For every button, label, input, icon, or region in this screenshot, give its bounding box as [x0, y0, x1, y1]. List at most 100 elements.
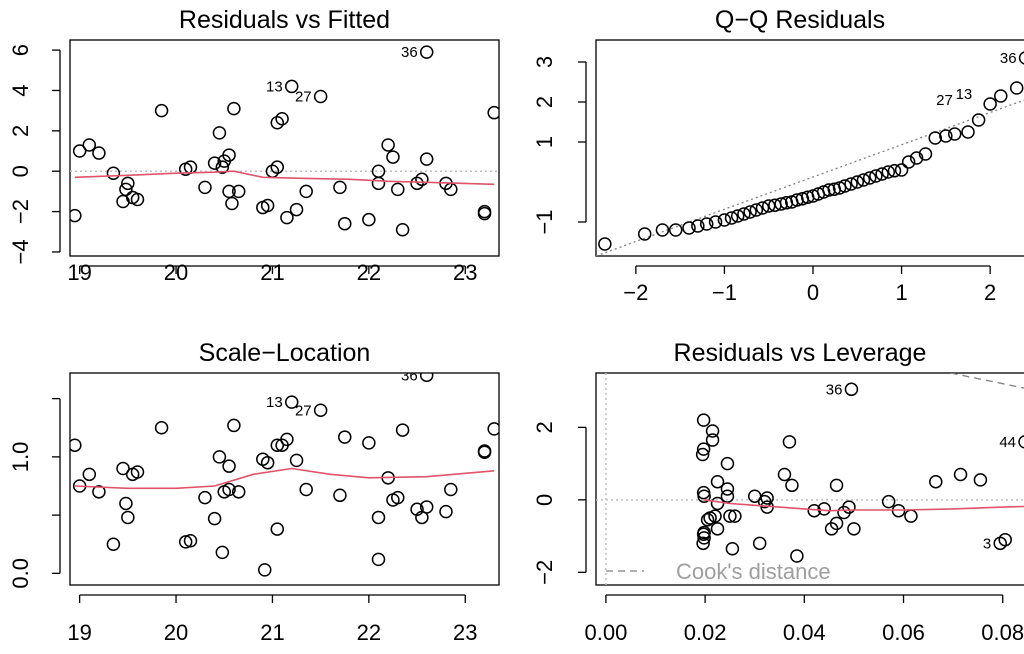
data-point: [724, 211, 739, 225]
data-point: [116, 461, 130, 476]
data-point: [280, 432, 294, 447]
data-point: [994, 89, 1008, 103]
data-point: [668, 223, 683, 237]
point-label: 36: [401, 367, 418, 384]
data-point: [260, 198, 275, 213]
data-point: [313, 89, 328, 104]
data-point: [198, 490, 212, 505]
y-tick-label: 2: [8, 125, 33, 137]
y-tick-label: 1: [532, 136, 557, 148]
data-point: [847, 522, 861, 536]
data-point: [695, 447, 710, 462]
data-point: [270, 522, 285, 536]
data-point: [381, 138, 395, 152]
data-point: [838, 179, 852, 193]
data-point: [487, 422, 499, 436]
data-point: [119, 182, 133, 197]
data-point: [705, 433, 720, 447]
data-point: [477, 206, 492, 221]
data-point: [929, 474, 943, 489]
plot-area: 36 44 3: [596, 373, 1024, 585]
data-point: [777, 467, 792, 482]
data-point: [333, 488, 347, 503]
data-point: [371, 552, 386, 567]
data-point: [207, 511, 222, 526]
data-point: [785, 478, 799, 493]
data-point: [782, 435, 797, 449]
data-point: [371, 176, 386, 191]
data-point: [887, 164, 902, 178]
panel-title: Residuals vs Fitted: [179, 6, 390, 34]
data-point: [998, 532, 1012, 547]
data-point: [362, 212, 376, 227]
data-point: [289, 453, 304, 468]
data-point: [1018, 435, 1024, 449]
data-point: [391, 490, 405, 505]
data-point: [231, 485, 246, 499]
data-point: [723, 509, 737, 523]
x-tick-label: 22: [357, 620, 381, 645]
data-point: [700, 513, 715, 527]
data-point: [299, 184, 313, 199]
data-point: [419, 500, 434, 514]
x-tick-label: 22: [357, 260, 381, 285]
data-point: [844, 177, 858, 191]
data-point: [774, 197, 788, 211]
data-point: [154, 420, 169, 435]
data-point: [655, 223, 670, 237]
data-point: [817, 502, 831, 516]
data-point: [178, 535, 193, 549]
x-tick-label: 0.06: [882, 620, 925, 645]
data-point: [696, 413, 711, 427]
point-label: 27: [936, 92, 953, 109]
data-point: [875, 167, 889, 181]
y-tick-label: 0: [8, 165, 33, 177]
data-point: [92, 485, 106, 499]
data-point: [696, 442, 711, 456]
data-point: [227, 418, 241, 433]
x-tick-label: 2: [984, 280, 996, 305]
data-point: [1018, 51, 1024, 65]
data-point: [850, 175, 865, 189]
data-point: [227, 101, 241, 116]
data-point: [829, 516, 844, 531]
data-point: [829, 478, 844, 493]
data-point: [973, 473, 988, 487]
legend-label: Cook's distance: [676, 559, 831, 584]
y-tick-label: 1.0: [8, 442, 33, 473]
data-point: [362, 436, 376, 450]
data-point: [862, 171, 877, 185]
panel-1: Residuals vs Fitted 19 20 21 22 23 −4 −2 0 2 4 6 36 1…: [8, 6, 500, 285]
data-point: [270, 438, 285, 452]
point-label: 13: [956, 86, 973, 103]
y-tick-label: 2: [532, 96, 557, 108]
panel-title: Residuals vs Leverage: [674, 339, 927, 367]
panel-3: Scale−Location 19 20 21 22 23 0.0 1.0 36 13 27: [8, 339, 500, 645]
data-point: [697, 489, 711, 503]
data-point: [386, 150, 400, 164]
data-point: [121, 176, 135, 191]
data-point: [395, 223, 410, 237]
data-point: [154, 103, 169, 118]
x-tick-label: 0.04: [783, 620, 826, 645]
y-tick-label: −2: [8, 199, 33, 224]
y-tick-label: −1: [532, 209, 557, 234]
data-point: [70, 208, 82, 223]
y-tick-label: 0: [532, 494, 557, 506]
data-point: [130, 192, 145, 207]
data-point: [415, 172, 429, 187]
plot-frame: [69, 39, 500, 257]
point-label: 36: [401, 44, 418, 61]
data-point: [708, 509, 722, 523]
point-label: 27: [295, 402, 312, 419]
x-tick-label: 19: [67, 620, 91, 645]
data-point: [717, 213, 732, 227]
data-point: [289, 202, 304, 217]
data-point: [904, 509, 918, 523]
data-point: [953, 467, 968, 482]
plot-frame: [595, 39, 1024, 257]
data-point: [901, 155, 916, 169]
data-point: [299, 482, 313, 497]
data-point: [983, 97, 997, 111]
data-point: [72, 144, 87, 158]
